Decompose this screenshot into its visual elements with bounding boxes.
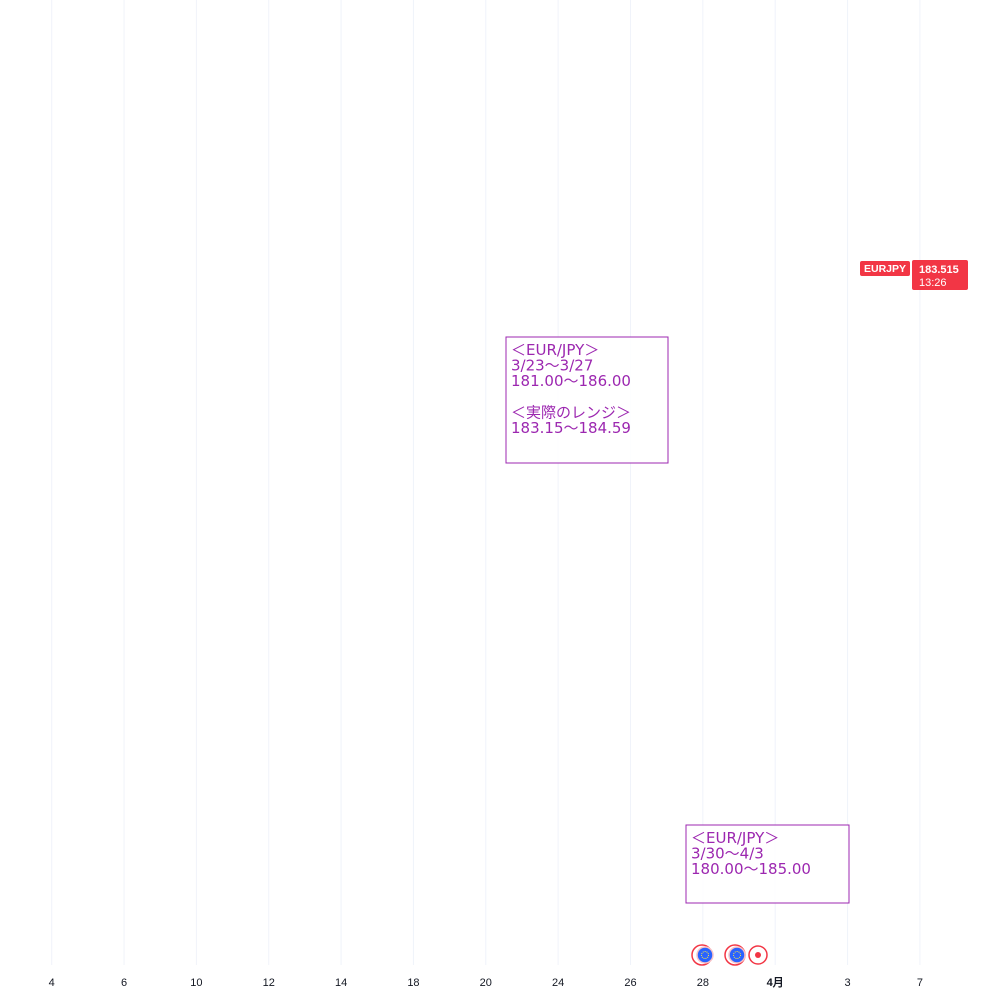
annotation-boxes: ＜EUR/JPY＞3/23〜3/27181.00〜186.00＜実際のレンジ＞1… [505,336,850,904]
x-tick-label: 4 [49,977,55,989]
x-tick-label: 26 [624,977,636,989]
symbol-label-bg [860,261,910,276]
grid-lines [51,0,921,965]
symbol-label-text: EURJPY [864,263,906,275]
x-tick-label: 14 [335,977,347,989]
x-tick-label: 7 [917,977,923,989]
x-tick-label: 4月 [767,976,784,989]
price-label-bg [912,260,968,290]
x-axis[interactable]: 4 6 10 12 14 18 20 24 26 28 4月 3 7 [49,976,923,989]
price-label[interactable]: 183.515 13:26 [912,260,968,290]
annotation-line: 3/30〜4/3 [691,845,764,863]
x-tick-label: 20 [480,977,492,989]
annotation-line: ＜実際のレンジ＞ [511,403,631,421]
x-tick-label: 28 [697,977,709,989]
event-icons[interactable] [691,944,768,966]
annotation-line: 3/23〜3/27 [511,357,593,375]
symbol-label[interactable]: EURJPY [860,261,910,276]
annotation-line: ＜EUR/JPY＞ [511,341,599,359]
annotation-line: 181.00〜186.00 [511,372,631,390]
x-tick-label: 18 [407,977,419,989]
x-tick-label: 6 [121,977,127,989]
last-price-text: 183.515 [919,264,959,276]
x-tick-label: 10 [190,977,202,989]
annotation-line: 183.15〜184.59 [511,419,631,437]
ecb-event-icon-2[interactable] [724,944,746,966]
x-tick-label: 12 [263,977,275,989]
x-tick-label: 3 [844,977,850,989]
annotation-frame [685,824,850,904]
ecb-event-icon[interactable] [691,944,714,966]
annotation-line: ＜EUR/JPY＞ [691,829,779,847]
x-tick-label: 24 [552,977,564,989]
countdown-text: 13:26 [919,277,947,289]
japan-event-icon[interactable] [748,945,768,965]
annotation-frame [505,336,669,464]
annotation-line: 180.00〜185.00 [691,860,811,878]
